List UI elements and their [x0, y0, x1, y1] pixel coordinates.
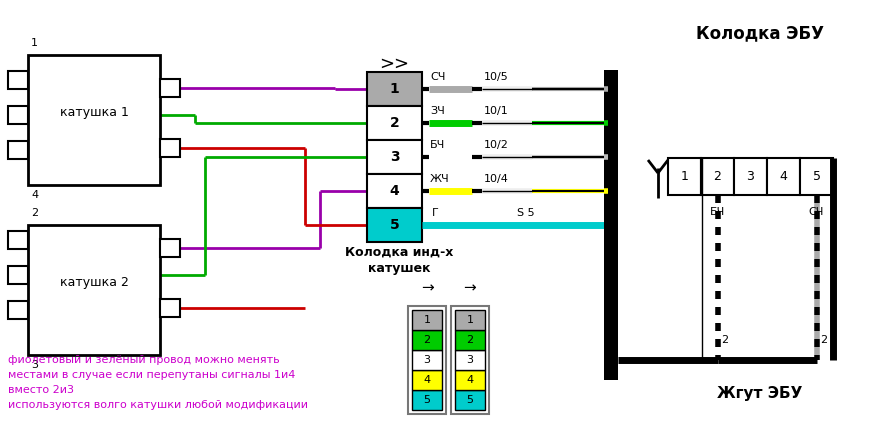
Bar: [367, 174, 422, 208]
Bar: [451, 306, 489, 414]
Text: 10/4: 10/4: [484, 174, 509, 184]
Bar: [8, 71, 28, 89]
Text: Колодка ЭБУ: Колодка ЭБУ: [696, 24, 824, 42]
Bar: [160, 79, 180, 97]
Text: БЧ: БЧ: [710, 207, 725, 217]
Text: катушка 2: катушка 2: [60, 276, 129, 289]
Text: 5: 5: [813, 170, 821, 183]
Text: 3: 3: [746, 170, 754, 183]
Text: 5: 5: [466, 395, 473, 405]
Text: 4: 4: [424, 375, 430, 385]
Text: →: →: [421, 280, 433, 296]
Text: Г: Г: [432, 208, 438, 218]
Text: 10/5: 10/5: [484, 72, 508, 82]
Bar: [701, 158, 734, 195]
Bar: [8, 141, 28, 159]
Bar: [412, 350, 442, 370]
Text: 1: 1: [424, 315, 430, 325]
Text: 3: 3: [389, 150, 399, 164]
Bar: [412, 390, 442, 410]
Text: 3: 3: [424, 355, 430, 365]
Bar: [408, 306, 446, 414]
Bar: [28, 55, 160, 185]
Text: 2: 2: [714, 170, 721, 183]
Bar: [160, 139, 180, 157]
Bar: [767, 158, 800, 195]
Bar: [455, 310, 485, 330]
Text: катушек: катушек: [368, 262, 430, 275]
Bar: [8, 301, 28, 319]
Text: 2: 2: [424, 335, 430, 345]
Bar: [455, 330, 485, 350]
Text: 4: 4: [780, 170, 788, 183]
Bar: [455, 370, 485, 390]
Bar: [734, 158, 767, 195]
Text: ЗЧ: ЗЧ: [430, 106, 444, 116]
Text: 2: 2: [821, 335, 828, 345]
Text: S 5: S 5: [517, 208, 535, 218]
Text: 2: 2: [466, 335, 473, 345]
Text: 4: 4: [389, 184, 399, 198]
Text: используются волго катушки любой модификации: используются волго катушки любой модифик…: [8, 400, 308, 410]
Text: 3: 3: [466, 355, 473, 365]
Bar: [800, 158, 833, 195]
Text: 1: 1: [389, 82, 399, 96]
Text: >>: >>: [380, 55, 410, 73]
Text: вместо 2и3: вместо 2и3: [8, 385, 74, 395]
Text: Колодка инд-х: Колодка инд-х: [346, 246, 454, 258]
Text: ЖЧ: ЖЧ: [430, 174, 450, 184]
Bar: [28, 225, 160, 355]
Text: 10/2: 10/2: [484, 140, 509, 150]
Text: 2: 2: [389, 116, 399, 130]
Text: Жгут ЭБУ: Жгут ЭБУ: [718, 385, 802, 401]
Text: 1: 1: [466, 315, 473, 325]
Bar: [367, 106, 422, 140]
Bar: [8, 231, 28, 249]
Text: местами в случае если перепутаны сигналы 1и4: местами в случае если перепутаны сигналы…: [8, 370, 296, 380]
Text: 2: 2: [722, 335, 729, 345]
Bar: [160, 299, 180, 317]
Bar: [668, 158, 701, 195]
Text: 4: 4: [31, 190, 38, 200]
Text: 1: 1: [31, 38, 38, 48]
Text: 2: 2: [31, 208, 38, 218]
Text: катушка 1: катушка 1: [60, 105, 129, 119]
Text: →: →: [464, 280, 476, 296]
Bar: [8, 106, 28, 124]
Bar: [412, 330, 442, 350]
Text: СЧ: СЧ: [430, 72, 445, 82]
Bar: [412, 310, 442, 330]
Text: фиолетовый и зелёный провод можно менять: фиолетовый и зелёный провод можно менять: [8, 355, 280, 365]
Bar: [455, 390, 485, 410]
Text: 5: 5: [424, 395, 430, 405]
Bar: [604, 70, 618, 380]
Text: СЧ: СЧ: [808, 207, 824, 217]
Text: 10/1: 10/1: [484, 106, 508, 116]
Bar: [8, 266, 28, 284]
Bar: [160, 239, 180, 257]
Bar: [367, 208, 422, 242]
Text: 5: 5: [389, 218, 399, 232]
Text: 3: 3: [31, 360, 38, 370]
Bar: [367, 72, 422, 106]
Bar: [455, 350, 485, 370]
Text: БЧ: БЧ: [430, 140, 445, 150]
Bar: [412, 370, 442, 390]
Text: 1: 1: [681, 170, 689, 183]
Bar: [367, 140, 422, 174]
Text: 4: 4: [466, 375, 473, 385]
